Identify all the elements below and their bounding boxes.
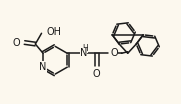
Text: H: H bbox=[82, 43, 88, 53]
Text: O: O bbox=[13, 38, 21, 48]
Text: N: N bbox=[80, 48, 87, 58]
Text: O: O bbox=[111, 48, 118, 58]
Text: O: O bbox=[93, 69, 100, 79]
Text: N: N bbox=[39, 62, 46, 72]
Text: OH: OH bbox=[47, 27, 62, 37]
